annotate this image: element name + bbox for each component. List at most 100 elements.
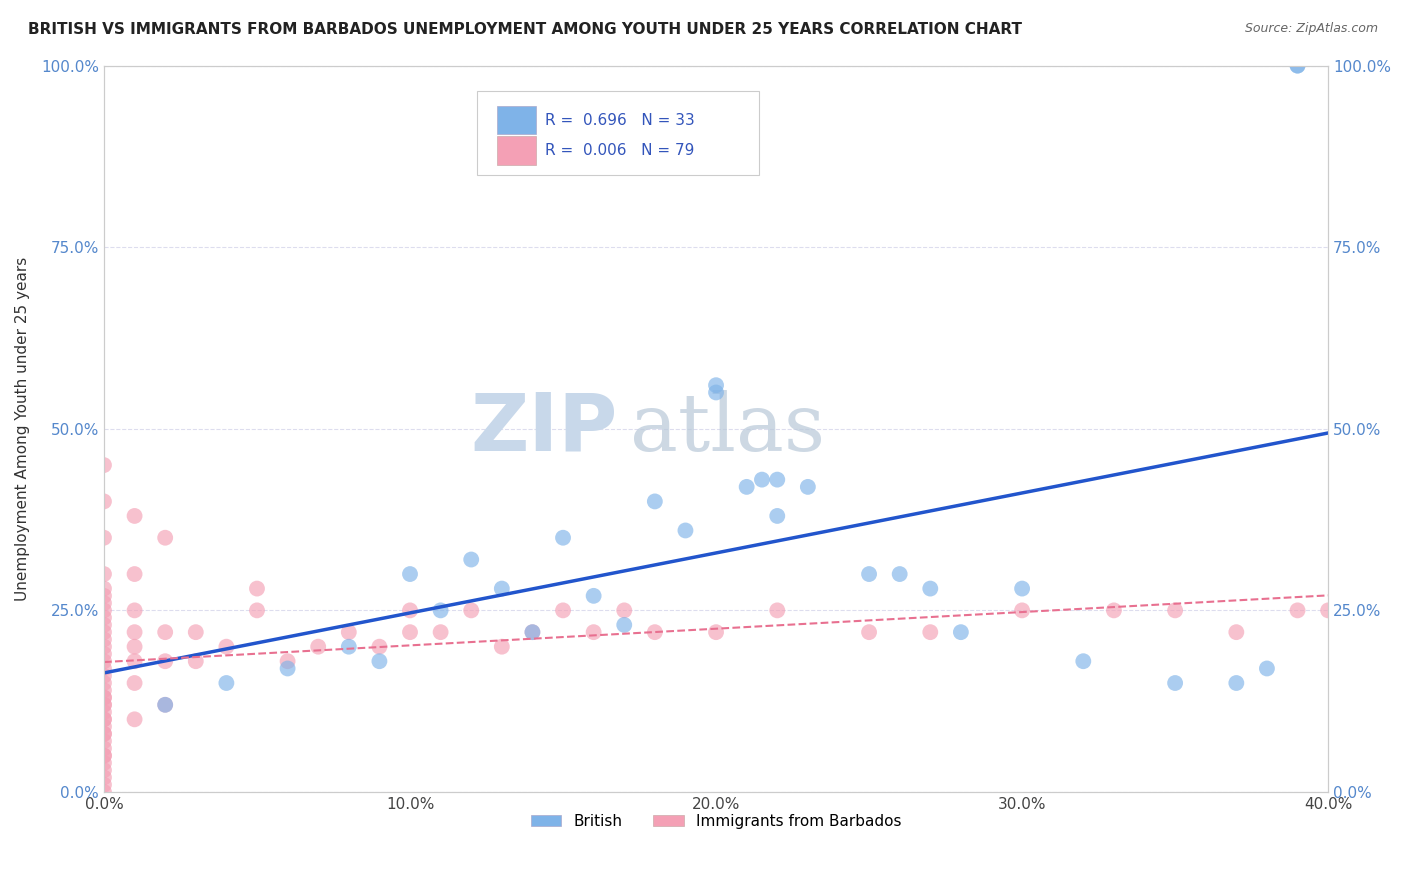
Point [93,654,115,668]
Point [93,647,115,661]
Point [675,524,697,538]
Point [889,567,911,582]
Point [215,640,238,654]
Point [93,720,115,734]
Point [522,625,544,640]
FancyBboxPatch shape [496,106,536,134]
Point [1286,603,1309,617]
Point [246,603,269,617]
Point [153,531,176,545]
Point [399,625,422,640]
Point [184,625,207,640]
Point [124,712,146,726]
Point [124,603,146,617]
Point [644,494,666,508]
Point [1011,603,1033,617]
Point [93,748,115,763]
Point [551,531,574,545]
Point [858,567,880,582]
Point [124,625,146,640]
Point [307,640,329,654]
Point [93,603,115,617]
Point [93,690,115,705]
Text: ZIP: ZIP [471,390,619,467]
Point [582,589,605,603]
Point [735,480,758,494]
Y-axis label: Unemployment Among Youth under 25 years: Unemployment Among Youth under 25 years [15,257,30,601]
Point [1011,582,1033,596]
Point [93,748,115,763]
Point [93,705,115,719]
Text: Source: ZipAtlas.com: Source: ZipAtlas.com [1244,22,1378,36]
Point [491,582,513,596]
Point [1256,661,1278,675]
Point [93,712,115,726]
Point [1164,676,1187,690]
Point [1286,59,1309,73]
Point [93,698,115,712]
Text: BRITISH VS IMMIGRANTS FROM BARBADOS UNEMPLOYMENT AMONG YOUTH UNDER 25 YEARS CORR: BRITISH VS IMMIGRANTS FROM BARBADOS UNEM… [28,22,1022,37]
Point [93,582,115,596]
Point [337,640,360,654]
Point [613,618,636,632]
Point [368,640,391,654]
Point [93,712,115,726]
Point [1102,603,1125,617]
Point [153,625,176,640]
Point [1071,654,1094,668]
Point [277,661,299,675]
Point [766,603,789,617]
Point [246,582,269,596]
Point [93,494,115,508]
Point [124,640,146,654]
Point [93,596,115,610]
Point [460,552,482,566]
Point [93,698,115,712]
Point [184,654,207,668]
Point [1164,603,1187,617]
Point [551,603,574,617]
Point [153,698,176,712]
Point [858,625,880,640]
Point [949,625,972,640]
Text: atlas: atlas [630,390,825,467]
Point [93,727,115,741]
Point [93,756,115,770]
Point [93,763,115,777]
Point [153,654,176,668]
Point [1225,676,1247,690]
Point [215,676,238,690]
Point [920,625,942,640]
Point [582,625,605,640]
Point [93,531,115,545]
Text: R =  0.696   N = 33: R = 0.696 N = 33 [544,112,695,128]
Point [124,654,146,668]
Point [766,508,789,523]
Point [93,734,115,748]
Point [153,698,176,712]
Point [93,676,115,690]
Point [93,727,115,741]
Point [429,625,451,640]
Point [704,385,727,400]
Point [93,785,115,799]
Point [124,567,146,582]
Point [399,603,422,617]
Point [1225,625,1247,640]
Point [522,625,544,640]
Point [399,567,422,582]
Point [277,654,299,668]
Point [766,473,789,487]
FancyBboxPatch shape [478,91,759,175]
Point [93,458,115,472]
Point [93,741,115,756]
Point [93,589,115,603]
Point [704,378,727,392]
Point [93,625,115,640]
Point [797,480,820,494]
Point [337,625,360,640]
Point [124,676,146,690]
Point [93,661,115,675]
Point [93,610,115,624]
Point [429,603,451,617]
